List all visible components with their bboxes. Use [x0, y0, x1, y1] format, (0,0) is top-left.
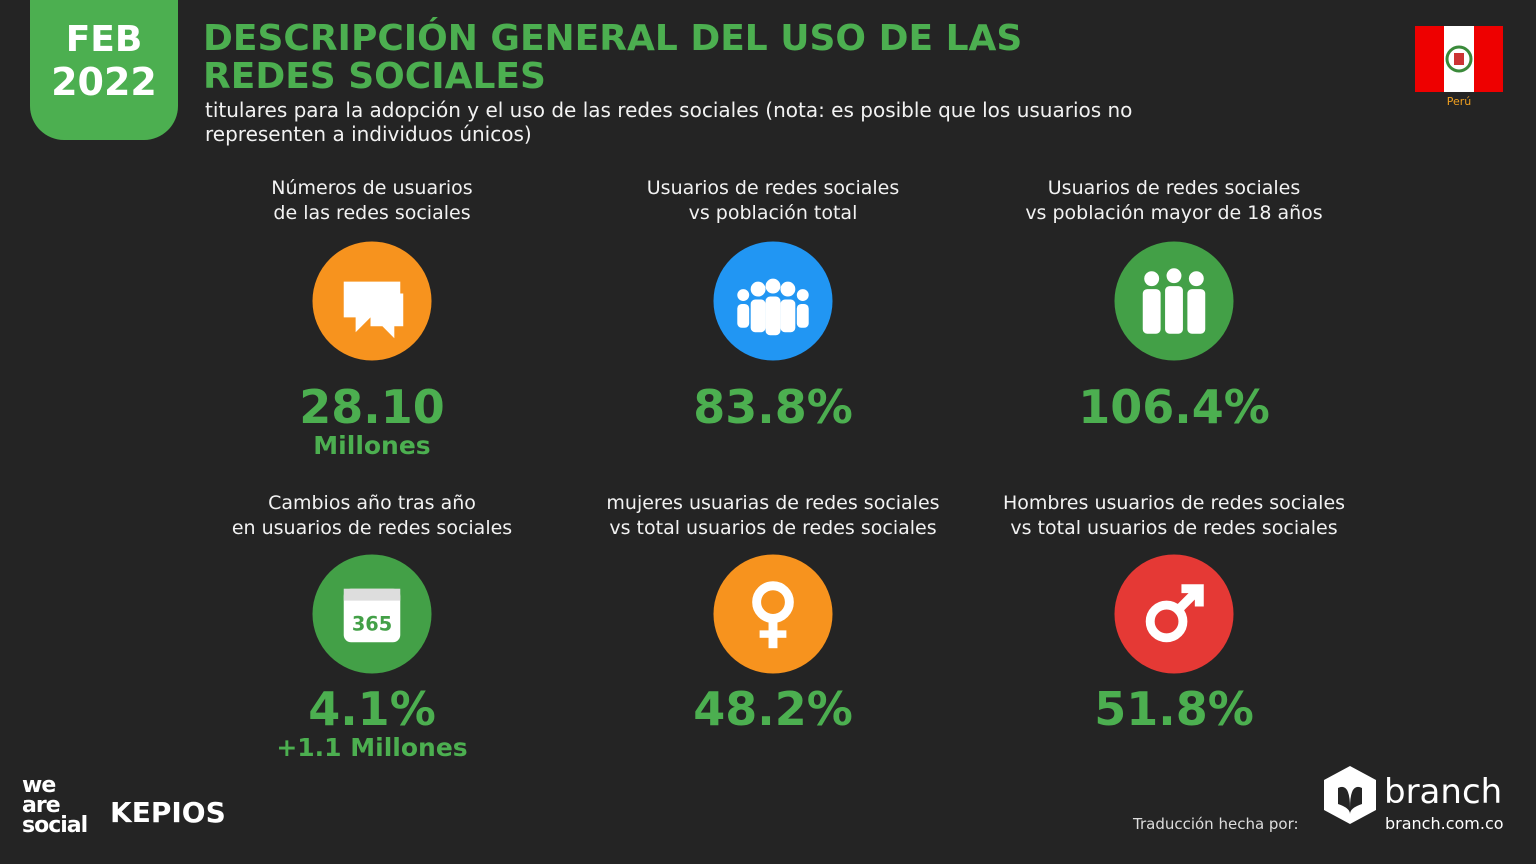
stat-label-line: vs población total — [688, 202, 858, 224]
stat-sub: +1.1 Millones — [276, 733, 468, 762]
brand-line: are — [22, 793, 61, 818]
stat-value: 83.8% — [693, 380, 853, 434]
title-line: REDES SOCIALES — [203, 56, 546, 97]
stat-value: 4.1% — [308, 682, 436, 736]
icon-graphic — [1114, 554, 1234, 674]
brand-logo: we are social — [22, 773, 88, 838]
stat-label-line: en usuarios de redes sociales — [231, 517, 513, 539]
stat-label: Usuarios de redes sociales vs población t… — [573, 176, 973, 226]
icon-graphic — [1114, 241, 1234, 361]
stat-value-box: 106.4% — [974, 382, 1374, 432]
stat-icon — [311, 240, 433, 362]
stat-label-line: Usuarios de redes sociales — [1047, 177, 1301, 199]
stat-label-line: Cambios año tras año — [268, 492, 476, 514]
stat-label-line: Números de usuarios — [271, 177, 473, 199]
stat-icon — [1113, 240, 1235, 362]
stat-icon — [1113, 553, 1235, 675]
branch-url: branch.com.co — [1385, 814, 1504, 833]
stat-label-line: Hombres usuarios de redes sociales — [1002, 492, 1346, 514]
stat-value-box: 28.10 Millones — [172, 382, 572, 460]
brand-line: we — [22, 773, 56, 798]
stat-label-line: vs total usuarios de redes sociales — [609, 517, 937, 539]
stat-label-line: Usuarios de redes sociales — [646, 177, 900, 199]
stat-icon — [712, 553, 834, 675]
title: DESCRIPCIÓN GENERAL DEL USO DE LAS REDES… — [203, 20, 1103, 96]
stat-label-line: vs población mayor de 18 años — [1025, 202, 1323, 224]
subtitle-line: titulares para la adopción y el uso de l… — [205, 98, 1133, 122]
stat-value-box: 4.1% +1.1 Millones — [172, 684, 572, 762]
stat-label: Números de usuarios de las redes sociales — [172, 176, 572, 226]
stat-label: mujeres usuarias de redes sociales vs tot… — [573, 491, 973, 541]
stat-sub: Millones — [313, 431, 431, 460]
brand-line: social — [22, 813, 88, 838]
month: FEB — [65, 19, 143, 60]
stat-icon: 365 — [311, 553, 433, 675]
stat: Usuarios de redes sociales vs población t… — [573, 176, 973, 226]
title-line: DESCRIPCIÓN GENERAL DEL USO DE LAS — [203, 18, 1023, 59]
stat-label-line: vs total usuarios de redes sociales — [1010, 517, 1338, 539]
year: 2022 — [51, 60, 157, 104]
icon-graphic — [312, 241, 432, 361]
country-label: Perú — [1446, 95, 1472, 108]
icon-graphic — [713, 554, 833, 674]
credit: Traducción hecha por: — [1133, 815, 1299, 833]
stat: Hombres usuarios de redes sociales vs tot… — [974, 491, 1374, 541]
stat-value-box: 83.8% — [573, 382, 973, 432]
stat-value: 51.8% — [1094, 682, 1254, 736]
branch-icon — [1324, 766, 1376, 824]
stat-label: Hombres usuarios de redes sociales vs tot… — [974, 491, 1374, 541]
branch-logo: branch — [1384, 772, 1503, 812]
stat-value: 106.4% — [1078, 380, 1270, 434]
stat-value-box: 48.2% — [573, 684, 973, 734]
subtitle: titulares para la adopción y el uso de l… — [205, 98, 1185, 146]
kepios-logo: KEPIOS — [110, 796, 226, 829]
stat: Cambios año tras año en usuarios de redes… — [172, 491, 572, 541]
stat: Usuarios de redes sociales vs población m… — [974, 176, 1374, 226]
svg-text:365: 365 — [352, 612, 392, 635]
icon-graphic — [713, 241, 833, 361]
stat-value: 28.10 — [299, 380, 445, 434]
subtitle-line: representen a individuos únicos) — [205, 122, 532, 146]
flag — [1415, 26, 1503, 92]
stat: mujeres usuarias de redes sociales vs tot… — [573, 491, 973, 541]
stat-label: Cambios año tras año en usuarios de redes… — [172, 491, 572, 541]
stat-label-line: de las redes sociales — [273, 202, 471, 224]
stat: Números de usuarios de las redes sociales — [172, 176, 572, 226]
stat-icon — [712, 240, 834, 362]
stat-label: Usuarios de redes sociales vs población m… — [974, 176, 1374, 226]
date-badge: FEB 2022 — [30, 0, 178, 140]
stat-label-line: mujeres usuarias de redes sociales — [606, 492, 940, 514]
icon-graphic: 365 — [312, 554, 432, 674]
stat-value-box: 51.8% — [974, 684, 1374, 734]
stat-value: 48.2% — [693, 682, 853, 736]
